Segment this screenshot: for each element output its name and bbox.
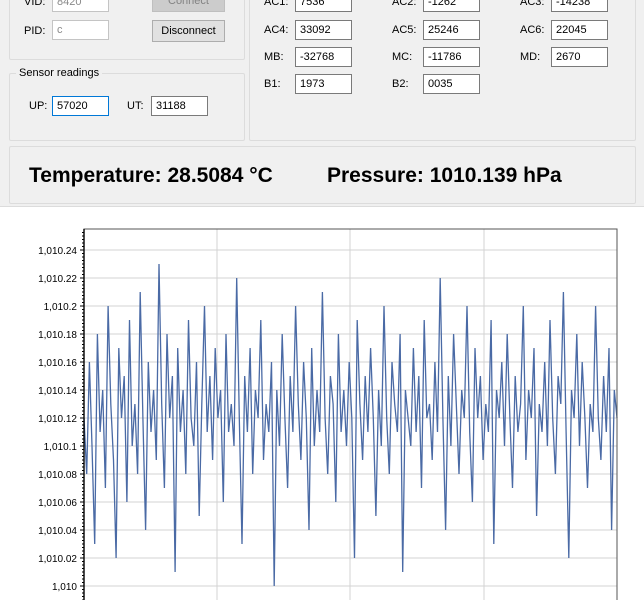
y-tick-label: 1,010.2 — [44, 302, 78, 313]
calibration-field[interactable]: -1262 — [423, 0, 480, 12]
up-field[interactable]: 57020 — [52, 96, 109, 116]
calibration-field[interactable]: -11786 — [423, 47, 480, 67]
y-tick-label: 1,010.22 — [38, 274, 77, 285]
pid-field[interactable]: c — [52, 20, 109, 40]
calibration-label: MD: — [520, 51, 541, 63]
ut-field[interactable]: 31188 — [151, 96, 208, 116]
vid-label: VID: — [24, 0, 46, 8]
calibration-field[interactable]: 22045 — [551, 20, 608, 40]
calibration-label: AC3: — [520, 0, 545, 8]
y-tick-label: 1,010.16 — [38, 358, 77, 369]
pressure-readout: Pressure: 1010.139 hPa — [327, 164, 562, 187]
readout-panel — [9, 146, 636, 204]
ut-label: UT: — [127, 100, 144, 112]
chart-svg: 1,010.24 1,010.22 1,010.2 1,010.18 1,010.16 1… — [38, 228, 618, 600]
sensor-readings-title: Sensor readings — [16, 67, 103, 79]
calibration-label: AC6: — [520, 24, 545, 36]
calibration-field[interactable]: 7536 — [295, 0, 352, 12]
calibration-field[interactable]: -14238 — [551, 0, 608, 12]
y-tick-label: 1,010.04 — [38, 526, 77, 537]
calibration-label: B2: — [392, 78, 409, 90]
y-tick-label: 1,010 — [52, 582, 77, 593]
calibration-label: B1: — [264, 78, 281, 90]
y-tick-label: 1,010.1 — [44, 442, 78, 453]
y-tick-label: 1,010.18 — [38, 330, 77, 341]
calibration-label: AC4: — [264, 24, 289, 36]
y-tick-label: 1,010.06 — [38, 498, 77, 509]
pressure-chart: 1,010.24 1,010.22 1,010.2 1,010.18 1,010.16 1… — [0, 207, 644, 600]
calibration-label: MB: — [264, 51, 284, 63]
y-tick-label: 1,010.24 — [38, 246, 77, 257]
vid-field[interactable]: 8420 — [52, 0, 109, 12]
y-tick-label: 1,010.14 — [38, 386, 77, 397]
calibration-field[interactable]: -32768 — [295, 47, 352, 67]
calibration-label: AC1: — [264, 0, 289, 8]
temperature-readout: Temperature: 28.5084 °C — [29, 164, 273, 187]
calibration-field[interactable]: 0035 — [423, 74, 480, 94]
divider — [0, 206, 644, 207]
y-tick-label: 1,010.08 — [38, 470, 77, 481]
calibration-label: AC2: — [392, 0, 417, 8]
connect-button[interactable]: Connect — [152, 0, 225, 12]
calibration-field[interactable]: 2670 — [551, 47, 608, 67]
pressure-series-line — [83, 263, 618, 587]
calibration-field[interactable]: 33092 — [295, 20, 352, 40]
calibration-field[interactable]: 25246 — [423, 20, 480, 40]
calibration-label: AC5: — [392, 24, 417, 36]
up-label: UP: — [29, 100, 48, 112]
y-tick-label: 1,010.02 — [38, 554, 77, 565]
disconnect-button[interactable]: Disconnect — [152, 20, 225, 42]
calibration-label: MC: — [392, 51, 413, 63]
pid-label: PID: — [24, 25, 46, 37]
calibration-field[interactable]: 1973 — [295, 74, 352, 94]
y-tick-label: 1,010.12 — [38, 414, 77, 425]
